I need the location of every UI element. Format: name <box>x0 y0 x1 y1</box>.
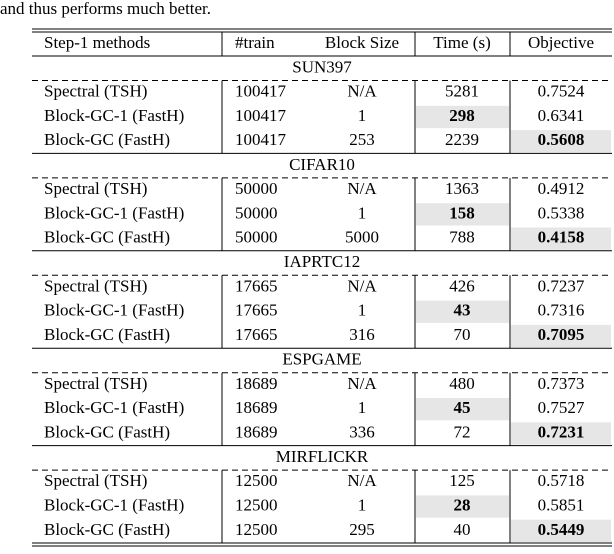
table-cell: 18689 <box>235 422 278 441</box>
table-cell: N/A <box>347 374 377 393</box>
table-cell: Block-GC-1 (FastH) <box>44 106 184 125</box>
highlight-cell <box>416 203 509 226</box>
table-cell: 17665 <box>235 325 278 344</box>
table-cell: 28 <box>454 495 471 514</box>
highlight-cell <box>416 300 509 323</box>
group-title: MIRFLICKR <box>276 447 369 466</box>
table-cell: 12500 <box>235 495 278 514</box>
table-cell: 100417 <box>235 82 287 101</box>
table-cell: 50000 <box>235 203 278 222</box>
highlight-cell <box>511 519 611 542</box>
table-cell: 5281 <box>445 82 479 101</box>
table-cell: Block-GC (FastH) <box>44 520 170 539</box>
table-cell: 0.7524 <box>538 82 585 101</box>
header-cell: Objective <box>528 33 594 52</box>
table-cell: 0.6341 <box>538 106 585 125</box>
table-cell: 0.7095 <box>538 325 585 344</box>
table-cell: N/A <box>347 82 377 101</box>
table-cell: Block-GC (FastH) <box>44 422 170 441</box>
table-cell: Block-GC-1 (FastH) <box>44 495 184 514</box>
table-cell: 2239 <box>445 130 479 149</box>
table-cell: 316 <box>349 325 375 344</box>
group-title: CIFAR10 <box>289 155 355 174</box>
table-cell: 0.7373 <box>538 374 585 393</box>
table-cell: Spectral (TSH) <box>44 276 147 295</box>
table-cell: Block-GC (FastH) <box>44 228 170 247</box>
table-cell: 788 <box>449 228 475 247</box>
table-cell: 18689 <box>235 398 278 417</box>
table-cell: 253 <box>349 130 375 149</box>
table-cell: 1 <box>358 398 367 417</box>
table-cell: N/A <box>347 179 377 198</box>
table-cell: 50000 <box>235 179 278 198</box>
header-cell: Step-1 methods <box>44 33 150 52</box>
table-cell: 0.7231 <box>538 422 585 441</box>
table-cell: 100417 <box>235 106 287 125</box>
table-cell: 426 <box>449 276 475 295</box>
table-cell: 17665 <box>235 301 278 320</box>
table-cell: Spectral (TSH) <box>44 374 147 393</box>
header-cell: Block Size <box>325 33 399 52</box>
table-cell: N/A <box>347 471 377 490</box>
table-cell: 17665 <box>235 276 278 295</box>
intro-text: and thus performs much better. <box>0 0 211 18</box>
highlight-cell <box>416 105 509 129</box>
table-cell: 40 <box>454 520 471 539</box>
table-cell: 5000 <box>345 228 379 247</box>
table-cell: 1363 <box>445 179 479 198</box>
table-cell: 298 <box>449 106 475 125</box>
table-cell: 18689 <box>235 374 278 393</box>
group-title: ESPGAME <box>282 350 361 369</box>
table-cell: 295 <box>349 520 375 539</box>
highlight-cell <box>416 398 509 421</box>
table-cell: 43 <box>454 301 471 320</box>
header-cell: Time (s) <box>433 33 490 52</box>
table-cell: 12500 <box>235 520 278 539</box>
table-cell: 0.5449 <box>538 520 585 539</box>
table-cell: 72 <box>454 422 471 441</box>
table-cell: 125 <box>449 471 475 490</box>
table-cell: 0.7316 <box>538 301 585 320</box>
highlight-cell <box>511 130 611 153</box>
table-cell: 1 <box>358 106 367 125</box>
table-cell: Block-GC (FastH) <box>44 325 170 344</box>
table-cell: 1 <box>358 301 367 320</box>
table-cell: 0.5338 <box>538 203 585 222</box>
table-cell: Block-GC-1 (FastH) <box>44 301 184 320</box>
table-cell: Block-GC-1 (FastH) <box>44 203 184 222</box>
table-cell: 1 <box>358 495 367 514</box>
header-cell: #train <box>235 33 275 52</box>
table-cell: 0.7527 <box>538 398 585 417</box>
table-cell: 336 <box>349 422 375 441</box>
group-title: IAPRTC12 <box>284 252 360 271</box>
table-cell: 158 <box>449 203 475 222</box>
table-cell: 0.5718 <box>538 471 585 490</box>
highlight-cell <box>511 227 611 250</box>
highlight-cell <box>511 324 611 348</box>
table-cell: Block-GC (FastH) <box>44 130 170 149</box>
group-title: SUN397 <box>292 57 352 76</box>
highlight-cell <box>416 495 509 518</box>
table-cell: 0.5608 <box>538 130 585 149</box>
table-cell: 0.7237 <box>538 276 585 295</box>
table-cell: 70 <box>454 325 471 344</box>
table-cell: Block-GC-1 (FastH) <box>44 398 184 417</box>
table-cell: Spectral (TSH) <box>44 471 147 490</box>
table-cell: 0.5851 <box>538 495 585 514</box>
table-cell: Spectral (TSH) <box>44 82 147 101</box>
table-cell: 100417 <box>235 130 287 149</box>
table-cell: 0.4912 <box>538 179 585 198</box>
table-cell: 0.4158 <box>538 228 585 247</box>
table-cell: 1 <box>358 203 367 222</box>
table-cell: N/A <box>347 276 377 295</box>
table-cell: Spectral (TSH) <box>44 179 147 198</box>
highlight-cell <box>511 422 611 445</box>
table-cell: 12500 <box>235 471 278 490</box>
table-cell: 480 <box>449 374 475 393</box>
table-cell: 45 <box>454 398 471 417</box>
table-cell: 50000 <box>235 228 278 247</box>
